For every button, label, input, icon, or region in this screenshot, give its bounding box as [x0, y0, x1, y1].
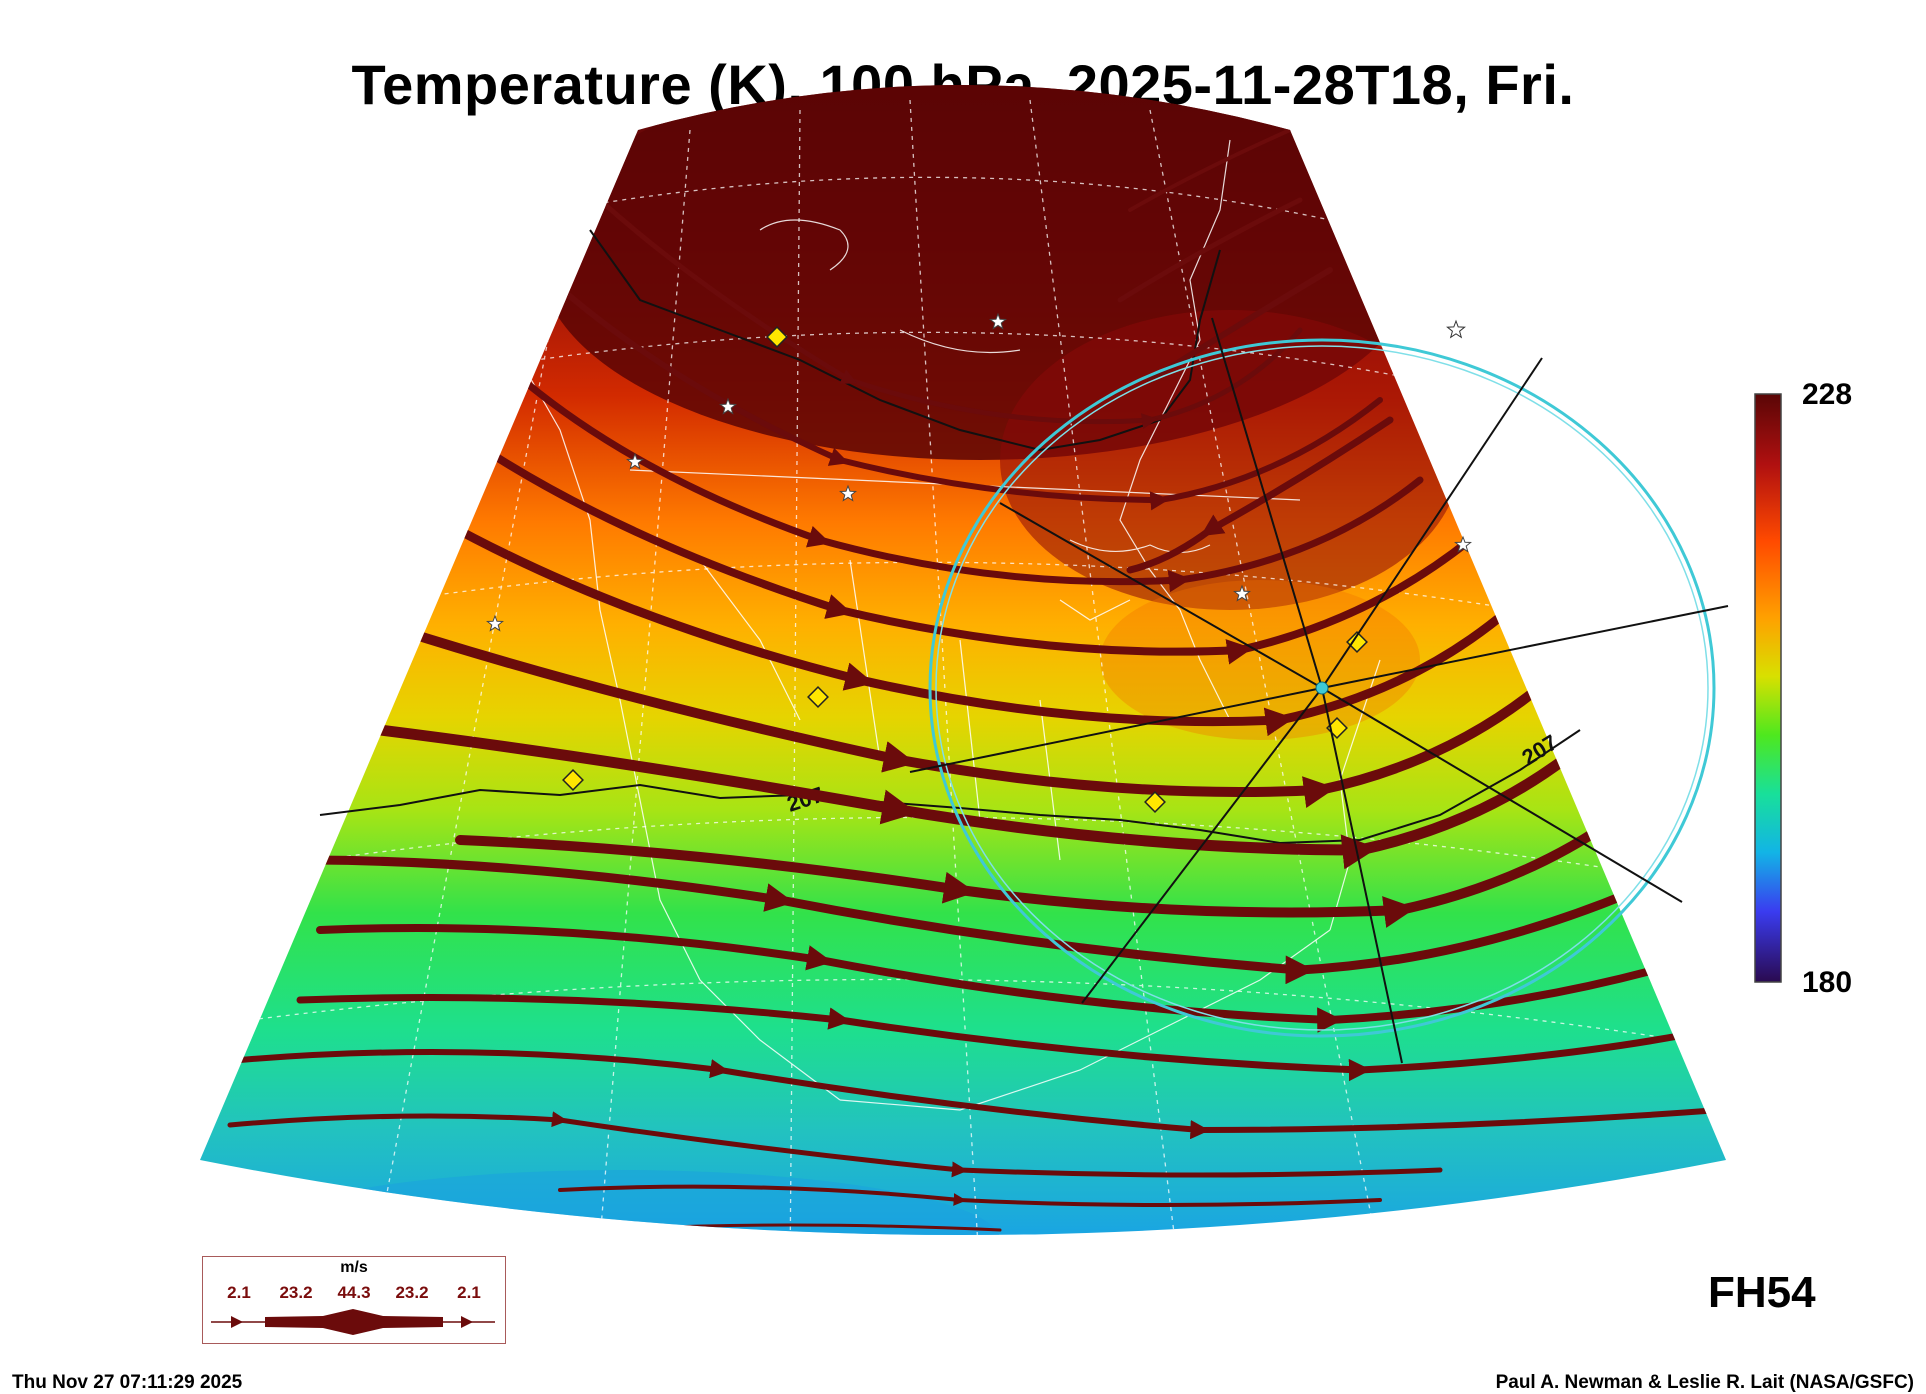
wind-streamline: [295, 855, 1665, 985]
station-star-marker: [989, 312, 1007, 330]
wind-streamline: [227, 1111, 1443, 1178]
reference-center-marker: [1315, 681, 1329, 695]
colorbar-max-label: 228: [1802, 378, 1853, 411]
reference-circle-group: [909, 317, 1729, 1064]
colorbar: [1754, 393, 1782, 983]
radial-line: [999, 502, 1323, 689]
wind-streamline: [435, 515, 1525, 737]
wind-streamline: [597, 197, 1303, 430]
wind-streamline: [537, 267, 1383, 511]
radial-line: [1081, 687, 1323, 1004]
wind-legend: m/s 2.1 23.2 44.3 23.2 2.1: [202, 1256, 506, 1344]
wind-streamline: [374, 724, 1606, 870]
wind-streamline: [395, 625, 1565, 808]
wind-legend-value: 2.1: [457, 1283, 481, 1302]
colorbar-gradient: [1754, 393, 1782, 983]
wind-legend-arrow: [211, 1309, 495, 1335]
wind-streamline: [316, 924, 1694, 1033]
radial-line: [1211, 317, 1323, 689]
wind-legend-value: 23.2: [279, 1283, 313, 1302]
station-diamond-marker: [562, 769, 584, 791]
station-diamond-marker: [766, 326, 788, 348]
station-star-marker: [486, 614, 504, 632]
wind-streamline: [237, 1049, 1723, 1140]
credit: Paul A. Newman & Leslie R. Lait (NASA/GS…: [1495, 1372, 1914, 1393]
wind-streamline: [1128, 128, 1292, 212]
timestamp: Thu Nov 27 07:11:29 2025: [12, 1372, 243, 1393]
colorbar-min-label: 180: [1802, 966, 1853, 999]
reference-circle: [928, 338, 1716, 1038]
radial-line: [1321, 687, 1403, 1064]
wind-legend-unit: m/s: [340, 1259, 368, 1276]
station-diamond-marker: [807, 686, 829, 708]
radial-line: [1321, 357, 1543, 689]
radial-line: [1321, 605, 1729, 689]
wind-streamline: [558, 1184, 1382, 1207]
station-star-marker: [1233, 584, 1251, 602]
wind-streamline: [296, 994, 1714, 1082]
radial-line: [1321, 687, 1683, 903]
station-diamond-marker: [1144, 791, 1166, 813]
forecast-hour-label: FH54: [1708, 1268, 1816, 1317]
wind-legend-value: 23.2: [395, 1283, 429, 1302]
radial-line: [909, 687, 1323, 773]
wind-legend-value: 2.1: [227, 1283, 251, 1302]
wind-streamline: [466, 436, 1474, 665]
wind-legend-value: 44.3: [337, 1283, 371, 1302]
wind-streamline: [1117, 197, 1303, 303]
station-star-marker: [1454, 535, 1472, 553]
station-star-marker: [839, 484, 857, 502]
station-diamond-marker: [1346, 631, 1368, 653]
reference-circle-inner: [935, 345, 1709, 1031]
station-star-marker: [626, 452, 644, 470]
wind-streamline: [496, 356, 1424, 593]
station-star-marker: [1446, 319, 1466, 339]
station-star-marker: [719, 397, 737, 415]
